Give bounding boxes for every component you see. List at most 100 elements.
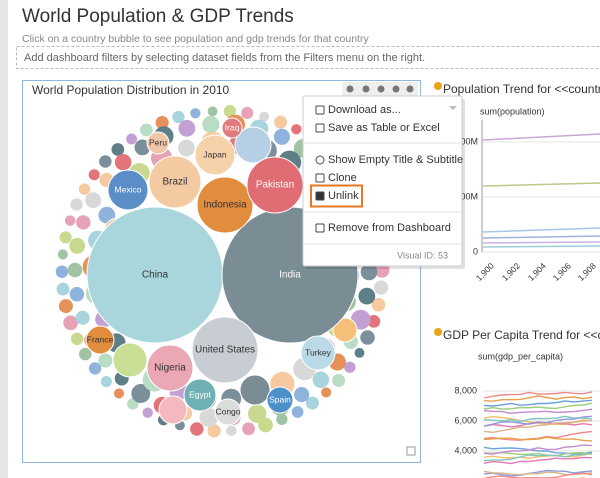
bubble[interactable] bbox=[239, 374, 271, 406]
bubble[interactable] bbox=[242, 422, 256, 436]
bubble[interactable] bbox=[207, 106, 218, 117]
bubble[interactable] bbox=[113, 388, 124, 399]
bubble[interactable] bbox=[146, 344, 194, 392]
trend-line bbox=[483, 415, 593, 423]
bubble[interactable] bbox=[69, 286, 85, 302]
bubble[interactable] bbox=[98, 353, 113, 368]
menu-item[interactable]: Show Empty Title & Subtitle bbox=[328, 154, 463, 166]
bubble[interactable] bbox=[332, 317, 358, 343]
bubble[interactable] bbox=[312, 371, 330, 389]
bubble[interactable] bbox=[190, 422, 204, 436]
bubble[interactable] bbox=[321, 387, 332, 398]
bubble[interactable] bbox=[199, 408, 219, 427]
bubble[interactable] bbox=[273, 128, 290, 145]
toolbar-icon[interactable] bbox=[346, 85, 354, 93]
bubble[interactable] bbox=[75, 310, 90, 325]
bubble[interactable] bbox=[300, 335, 336, 371]
bubble[interactable] bbox=[126, 133, 138, 145]
bubble[interactable] bbox=[241, 106, 254, 120]
bubble[interactable] bbox=[78, 183, 91, 195]
bubble[interactable] bbox=[202, 115, 220, 134]
bubble[interactable] bbox=[100, 376, 112, 388]
bubble[interactable] bbox=[354, 347, 365, 358]
bubble[interactable] bbox=[131, 384, 151, 404]
bubble[interactable] bbox=[67, 262, 83, 278]
bubble[interactable] bbox=[56, 282, 70, 296]
bubble[interactable] bbox=[291, 406, 304, 418]
bubble[interactable] bbox=[146, 131, 170, 155]
bubble[interactable] bbox=[266, 386, 294, 414]
bubble[interactable] bbox=[274, 115, 288, 129]
bubble[interactable] bbox=[172, 110, 185, 124]
menu-item[interactable]: Remove from Dashboard bbox=[328, 222, 451, 234]
bubble[interactable] bbox=[183, 378, 217, 412]
toolbar-icon[interactable] bbox=[406, 85, 414, 93]
bubble[interactable] bbox=[259, 111, 269, 122]
filter-bar[interactable] bbox=[16, 46, 600, 69]
bubble[interactable] bbox=[64, 215, 76, 226]
menu-item[interactable]: Save as Table or Excel bbox=[328, 122, 440, 134]
bubble[interactable] bbox=[55, 265, 69, 279]
bubble[interactable] bbox=[140, 123, 153, 137]
bubble[interactable] bbox=[59, 231, 72, 244]
bubble[interactable] bbox=[70, 198, 83, 211]
bubble[interactable] bbox=[148, 155, 202, 209]
bubble[interactable] bbox=[223, 105, 237, 118]
bubble[interactable] bbox=[374, 280, 389, 295]
bubble[interactable] bbox=[360, 263, 378, 281]
bubble[interactable] bbox=[57, 249, 68, 260]
bubble[interactable] bbox=[178, 139, 195, 157]
menu-item[interactable]: Download as... bbox=[328, 104, 401, 116]
bubble[interactable] bbox=[134, 139, 151, 156]
bubble[interactable] bbox=[142, 407, 153, 418]
bubble[interactable] bbox=[294, 387, 310, 403]
bubble[interactable] bbox=[99, 155, 112, 168]
bubble[interactable] bbox=[207, 424, 221, 438]
bubble[interactable] bbox=[276, 413, 288, 426]
bubble[interactable] bbox=[191, 316, 259, 384]
bubble[interactable] bbox=[70, 332, 84, 346]
bubble[interactable] bbox=[196, 176, 254, 234]
page-subtitle: Click on a country bubble to see populat… bbox=[22, 33, 369, 45]
bubble[interactable] bbox=[88, 169, 100, 181]
bubble[interactable] bbox=[85, 325, 115, 355]
bubble[interactable] bbox=[155, 116, 169, 130]
bubble[interactable] bbox=[69, 237, 86, 254]
bubble[interactable] bbox=[371, 297, 386, 312]
menu-item[interactable]: Clone bbox=[328, 172, 357, 184]
bubble[interactable] bbox=[178, 119, 196, 137]
bubble[interactable] bbox=[247, 404, 267, 423]
bubble[interactable] bbox=[194, 134, 236, 176]
bubble[interactable] bbox=[291, 124, 302, 135]
bubble[interactable] bbox=[76, 215, 91, 230]
bubble[interactable] bbox=[58, 299, 73, 314]
bubble[interactable] bbox=[114, 153, 132, 171]
bubble[interactable] bbox=[79, 347, 92, 361]
bubble[interactable] bbox=[374, 262, 390, 278]
bubble[interactable] bbox=[221, 117, 243, 139]
bubble[interactable] bbox=[214, 398, 242, 426]
bubble[interactable] bbox=[358, 287, 376, 305]
bubble[interactable] bbox=[63, 315, 78, 331]
bubble[interactable] bbox=[107, 169, 149, 211]
menu-item[interactable]: Unlink bbox=[328, 190, 359, 202]
bubble[interactable] bbox=[112, 342, 148, 378]
bubble[interactable] bbox=[190, 108, 201, 119]
bubble[interactable] bbox=[158, 395, 188, 425]
bubble[interactable] bbox=[305, 396, 319, 410]
bubble[interactable] bbox=[344, 361, 356, 373]
bubble[interactable] bbox=[360, 330, 375, 345]
chart-title: Population Trend for <<country> bbox=[443, 82, 600, 96]
toolbar-icon[interactable] bbox=[377, 85, 385, 93]
toolbar-icon[interactable] bbox=[392, 85, 400, 93]
bubble[interactable] bbox=[226, 425, 237, 436]
bubble[interactable] bbox=[332, 374, 346, 387]
bubble[interactable] bbox=[88, 362, 102, 375]
bubble[interactable] bbox=[111, 143, 125, 156]
bubble[interactable] bbox=[234, 126, 272, 164]
toolbar-icon[interactable] bbox=[362, 85, 370, 93]
bubble[interactable] bbox=[367, 315, 381, 328]
bubble[interactable] bbox=[85, 192, 102, 209]
